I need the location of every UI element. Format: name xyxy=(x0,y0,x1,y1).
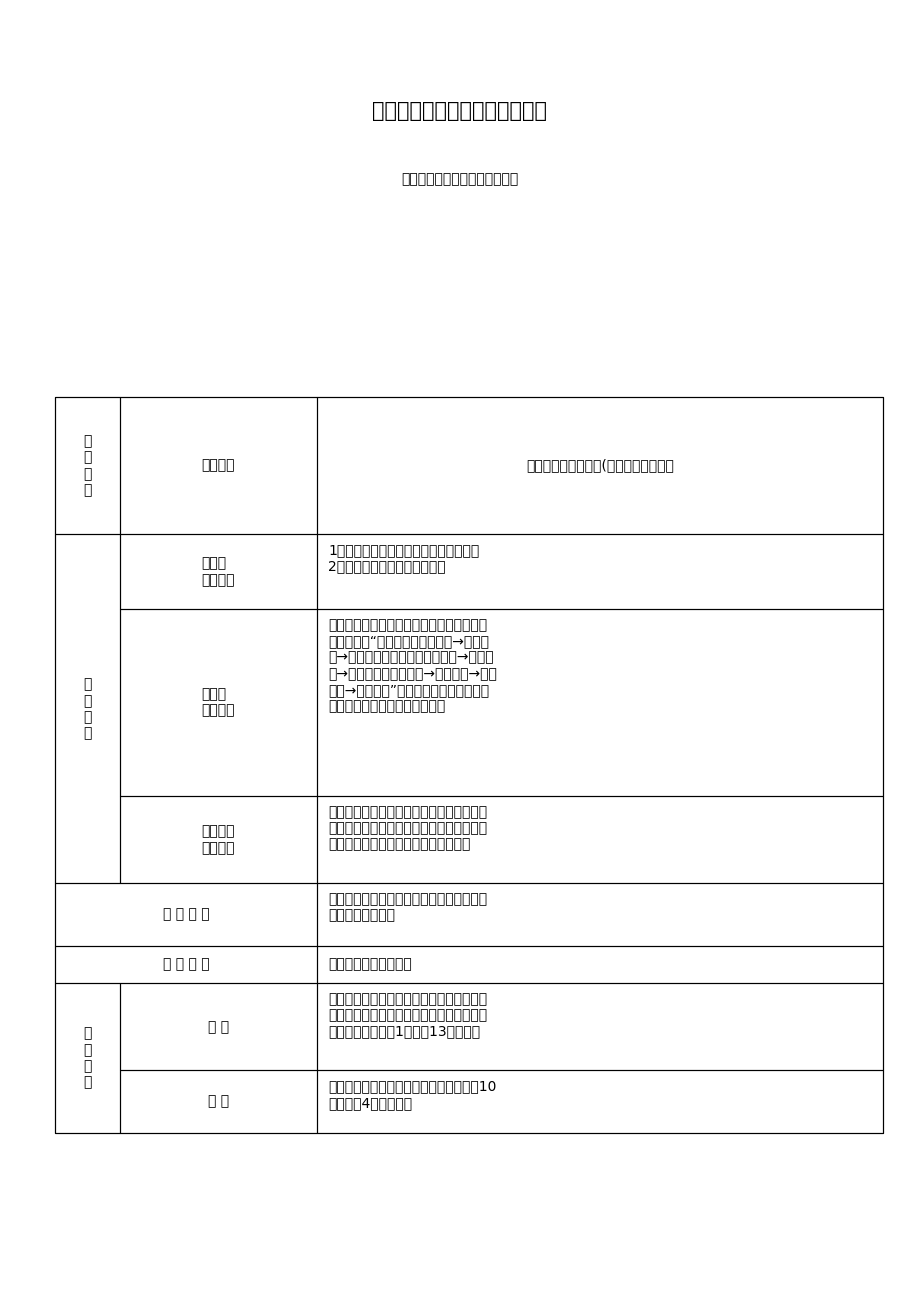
Text: 教 师: 教 师 xyxy=(208,1019,229,1034)
Text: 教
学
目
标: 教 学 目 标 xyxy=(83,677,92,740)
Text: 七年级上册课本、儿童识动物卡片（10
张一份，4人共一份）: 七年级上册课本、儿童识动物卡片（10 张一份，4人共一份） xyxy=(328,1079,496,1109)
Text: 尝试对生物进行分类　教学案例: 尝试对生物进行分类 教学案例 xyxy=(372,100,547,121)
Bar xyxy=(317,883,882,945)
Text: 授课课题: 授课课题 xyxy=(201,458,235,473)
Text: 尝试对生物进行分类(八年级生物上册）: 尝试对生物进行分类(八年级生物上册） xyxy=(526,458,674,473)
Text: 情感态度
与价值观: 情感态度 与价值观 xyxy=(201,824,235,855)
Bar xyxy=(119,1070,317,1133)
Text: 采取学生自主探究，合作学习相结合的
方法。通过“观察、思考发现问题→提出问
题→探究活动（寻找分类的依据）→组内分
析→组间交流，得出结论→归纳总结→巳固
应用: 采取学生自主探究，合作学习相结合的 方法。通过“观察、思考发现问题→提出问 题→… xyxy=(328,618,497,713)
Bar xyxy=(55,945,317,983)
Bar xyxy=(55,883,317,945)
Text: 寻找动植物分类的依据: 寻找动植物分类的依据 xyxy=(328,957,412,971)
Bar xyxy=(317,796,882,883)
Text: 学 生: 学 生 xyxy=(208,1095,229,1108)
Text: 知识与
技能目标: 知识与 技能目标 xyxy=(201,556,235,587)
Text: 课
题
名
称: 课 题 名 称 xyxy=(83,435,92,497)
Text: 教 学 难 点: 教 学 难 点 xyxy=(163,957,210,971)
Bar xyxy=(317,397,882,534)
Bar xyxy=(55,397,119,534)
Text: 教 学 重 点: 教 学 重 点 xyxy=(163,907,210,922)
Bar xyxy=(55,983,119,1133)
Bar xyxy=(119,397,317,534)
Bar xyxy=(119,796,317,883)
Bar xyxy=(119,983,317,1070)
Bar xyxy=(317,534,882,609)
Bar xyxy=(119,609,317,796)
Bar xyxy=(317,609,882,796)
Text: 广东省惠东县大岭中学　周金红: 广东省惠东县大岭中学 周金红 xyxy=(401,173,518,186)
Text: 课
前
准
备: 课 前 准 备 xyxy=(83,1027,92,1090)
Bar xyxy=(55,534,119,883)
Text: 通过探究活动，让学生体验分类的基本
方法，了解生物的价值，增强学生对生物的
理解和兴趣，培养团结协作的团体精神: 通过探究活动，让学生体验分类的基本 方法，了解生物的价值，增强学生对生物的 理解… xyxy=(328,805,487,852)
Text: 有关美多商场货品摄设的录相、书报、
生物的多样性教学片、植物类群电脑课件、
儿童识动物模型（1包，全13种动物）: 有关美多商场货品摄设的录相、书报、 生物的多样性教学片、植物类群电脑课件、 儿童… xyxy=(328,992,487,1039)
Text: 过程与
方法目标: 过程与 方法目标 xyxy=(201,687,235,717)
Bar xyxy=(317,983,882,1070)
Bar xyxy=(55,397,882,1133)
Text: 对生物类群的有关知识进行归纳和总结，体
验分类的基本方法: 对生物类群的有关知识进行归纳和总结，体 验分类的基本方法 xyxy=(328,892,487,923)
Bar xyxy=(119,534,317,609)
Text: 1．尝试根据植物和动物的特征进行分类
2．列举植物和动物的主要类型: 1．尝试根据植物和动物的特征进行分类 2．列举植物和动物的主要类型 xyxy=(328,543,479,574)
Bar xyxy=(317,945,882,983)
Bar xyxy=(317,1070,882,1133)
